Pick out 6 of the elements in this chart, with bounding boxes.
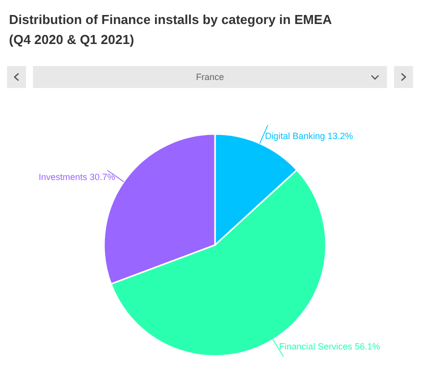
chart-title: Distribution of Finance installs by category in EMEA (9, 11, 332, 29)
slice-label: Financial Services 56.1% (279, 341, 380, 352)
slice-label: Investments 30.7% (38, 172, 116, 182)
slice-label: Digital Banking 13.2% (264, 131, 354, 142)
country-dropdown: France (33, 66, 387, 88)
chart-subtitle: (Q4 2020 & Q1 2021) (9, 31, 136, 49)
